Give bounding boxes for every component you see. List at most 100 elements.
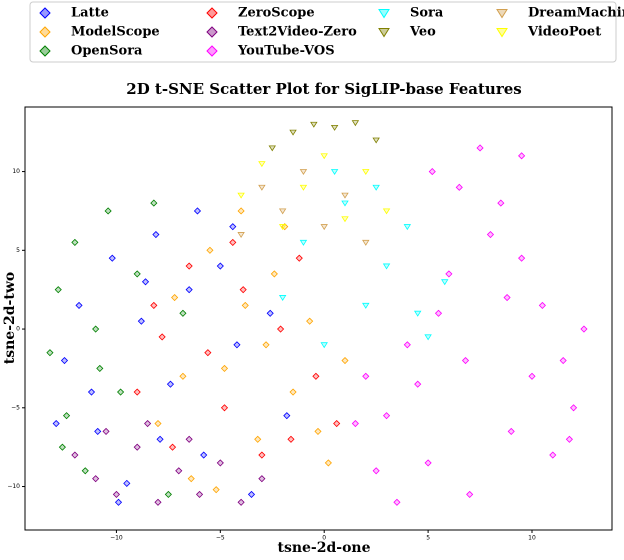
point	[185, 262, 193, 270]
point	[262, 341, 270, 349]
point	[362, 372, 370, 380]
point	[54, 286, 62, 294]
point	[486, 230, 495, 239]
point	[403, 224, 412, 231]
chart-title: 2D t-SNE Scatter Plot for SigLIP-base Fe…	[126, 80, 521, 98]
point	[92, 475, 100, 483]
point	[241, 301, 249, 309]
point	[278, 295, 287, 302]
point	[179, 309, 187, 317]
point	[58, 443, 66, 451]
point	[299, 184, 308, 191]
point	[158, 333, 166, 341]
point	[187, 475, 195, 483]
point	[92, 325, 100, 333]
point	[258, 161, 266, 168]
point	[320, 153, 328, 160]
point	[278, 208, 287, 215]
point	[185, 435, 193, 443]
point	[175, 467, 183, 475]
point	[96, 364, 104, 372]
point	[152, 230, 160, 239]
point	[212, 486, 220, 494]
point	[268, 145, 276, 152]
point	[351, 120, 360, 127]
point	[258, 184, 266, 191]
legend-marker	[206, 7, 218, 19]
point	[237, 192, 245, 199]
point	[46, 349, 54, 357]
legend-label: Veo	[409, 25, 436, 40]
point	[171, 293, 179, 302]
point	[75, 301, 83, 309]
point	[324, 459, 332, 467]
point	[441, 279, 449, 286]
point	[179, 372, 187, 380]
point	[204, 349, 212, 357]
point	[102, 427, 110, 435]
legend-marker	[496, 9, 508, 19]
plot-frame	[24, 106, 613, 531]
point	[247, 490, 256, 498]
point	[295, 254, 303, 262]
point	[278, 224, 287, 231]
point	[108, 254, 116, 262]
point	[166, 380, 175, 388]
point	[94, 427, 102, 435]
point	[141, 278, 150, 286]
point	[144, 419, 152, 428]
point	[372, 137, 380, 144]
point	[206, 246, 214, 254]
point	[71, 451, 79, 459]
point	[518, 254, 526, 262]
point	[580, 325, 588, 333]
point	[283, 412, 291, 420]
legend-marker	[39, 26, 51, 38]
point	[403, 341, 411, 349]
point	[476, 144, 484, 152]
x-tick-label: 0	[322, 535, 326, 542]
point	[497, 199, 505, 207]
point	[237, 207, 245, 215]
point	[424, 459, 432, 467]
y-tick-label: 10	[12, 168, 20, 175]
point	[277, 325, 285, 333]
point	[220, 364, 229, 372]
point	[270, 270, 278, 278]
point	[229, 238, 237, 247]
point	[330, 169, 339, 176]
legend-label: YouTube-VOS	[237, 44, 335, 59]
x-tick-label: −10	[110, 535, 123, 542]
point	[200, 451, 208, 459]
point	[168, 443, 177, 451]
point	[413, 310, 422, 317]
legend-label: Text2Video-Zero	[238, 25, 357, 40]
point	[341, 200, 349, 207]
point	[314, 427, 322, 435]
point	[362, 169, 370, 176]
point	[518, 152, 526, 160]
point	[60, 356, 69, 365]
point	[330, 124, 339, 131]
point	[239, 286, 247, 294]
point	[559, 356, 567, 365]
point	[164, 490, 172, 498]
legend-marker	[39, 7, 51, 19]
point	[137, 317, 145, 325]
legend-marker	[496, 28, 508, 38]
point	[87, 388, 96, 396]
legend-marker	[378, 9, 390, 19]
point	[466, 490, 474, 498]
legend-marker	[206, 45, 218, 57]
point	[424, 334, 432, 341]
point	[299, 169, 308, 176]
point	[133, 388, 141, 396]
point	[104, 207, 112, 215]
legend-marker	[206, 26, 218, 38]
point	[362, 302, 370, 309]
point	[461, 356, 470, 365]
point	[333, 419, 341, 428]
legend-label: ModelScope	[71, 25, 160, 40]
point	[133, 270, 141, 278]
point	[154, 498, 162, 506]
